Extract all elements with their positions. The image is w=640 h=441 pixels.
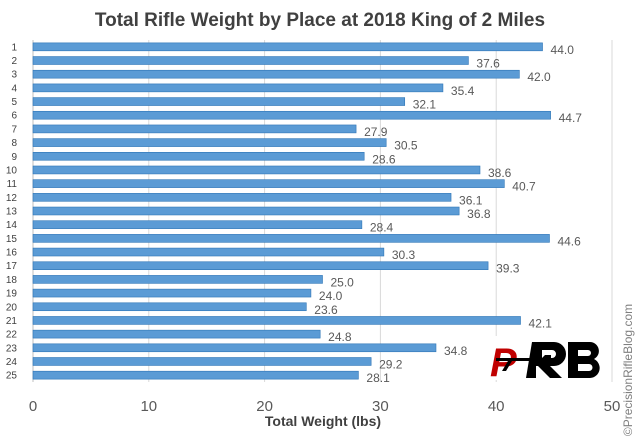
data-label: 24.8 — [328, 330, 352, 344]
bar — [32, 343, 437, 353]
prb-logo: P — [488, 336, 610, 385]
data-label: 44.6 — [557, 234, 581, 248]
data-label: 28.6 — [372, 152, 396, 166]
category-label: 18 — [6, 275, 18, 286]
x-tick-label: 30 — [372, 398, 389, 415]
data-label: 40.7 — [512, 180, 536, 194]
x-tick-label: 50 — [604, 398, 621, 415]
category-label: 12 — [6, 193, 18, 204]
bar — [32, 97, 406, 106]
bar — [32, 288, 312, 298]
category-label: 21 — [6, 316, 18, 327]
x-tick-label: 20 — [256, 398, 273, 415]
bar — [32, 165, 481, 175]
data-label: 34.8 — [444, 344, 468, 358]
x-tick-label: 40 — [488, 398, 505, 415]
category-label: 14 — [6, 220, 18, 231]
data-label: 36.8 — [467, 207, 491, 221]
bar — [32, 193, 452, 202]
bar — [32, 56, 469, 65]
bar — [32, 261, 489, 270]
data-label: 25.0 — [331, 275, 355, 289]
data-label: 32.1 — [413, 98, 437, 112]
data-label: 30.3 — [392, 248, 416, 262]
x-tick-labels: 0 10 20 30 40 50 — [29, 398, 621, 415]
bar — [32, 370, 359, 380]
data-labels: 44.0 37.6 42.0 35.4 32.1 44.7 27.9 30.528.6 38.6… — [314, 43, 582, 385]
bar — [32, 152, 365, 161]
bar — [32, 357, 372, 366]
bar — [32, 124, 357, 134]
bar — [32, 275, 323, 284]
watermark: ©PrecisionRifleBlog.com — [621, 304, 635, 436]
category-label: 15 — [6, 234, 18, 245]
data-label: 29.2 — [379, 357, 403, 371]
category-label: 16 — [6, 248, 18, 259]
category-label: 11 — [7, 179, 18, 190]
category-label: 20 — [6, 302, 18, 313]
chart-title: Total Rifle Weight by Place at 2018 King… — [95, 10, 545, 31]
bar — [32, 329, 321, 339]
data-label: 27.9 — [364, 125, 388, 139]
category-label: 5 — [11, 97, 17, 108]
data-label: 37.6 — [476, 57, 500, 71]
data-label: 24.0 — [319, 289, 343, 303]
category-label: 10 — [6, 165, 18, 176]
category-labels: 1234567891011121314151617181920212223242… — [6, 42, 18, 381]
data-label: 44.7 — [559, 111, 583, 125]
category-label: 24 — [6, 357, 18, 368]
data-label: 28.4 — [370, 221, 394, 235]
category-label: 9 — [11, 152, 17, 163]
data-label: 23.6 — [314, 303, 338, 317]
bar — [32, 69, 520, 79]
data-label: 35.4 — [451, 84, 475, 98]
bar — [32, 316, 521, 325]
svg-text:P: P — [490, 341, 517, 385]
category-label: 23 — [6, 343, 18, 354]
bar — [32, 220, 363, 229]
category-label: 7 — [11, 124, 17, 135]
bar — [32, 247, 385, 257]
category-label: 1 — [11, 42, 17, 53]
bar — [32, 42, 543, 52]
data-label: 28.1 — [366, 371, 390, 385]
bar — [32, 302, 307, 312]
category-label: 6 — [11, 111, 17, 122]
data-label: 30.5 — [394, 139, 418, 153]
x-axis-title: Total Weight (lbs) — [265, 413, 381, 429]
data-label: 44.0 — [551, 43, 575, 57]
data-label: 39.3 — [496, 262, 520, 276]
data-label: 42.0 — [527, 70, 551, 84]
category-label: 19 — [6, 289, 18, 300]
bar — [32, 179, 505, 188]
category-label: 17 — [6, 261, 18, 272]
category-label: 22 — [6, 330, 18, 341]
category-label: 3 — [11, 70, 17, 81]
data-label: 38.6 — [488, 166, 512, 180]
x-tick-label: 0 — [29, 398, 37, 415]
category-label: 13 — [6, 207, 18, 218]
x-tick-label: 10 — [140, 398, 157, 415]
category-label: 25 — [6, 371, 18, 382]
bar — [32, 138, 387, 147]
bars — [32, 42, 551, 380]
bar — [32, 206, 460, 216]
category-label: 4 — [11, 83, 17, 94]
bar — [32, 234, 550, 243]
category-label: 2 — [11, 56, 17, 67]
data-label: 36.1 — [459, 193, 483, 207]
bar — [32, 110, 551, 120]
bar — [32, 83, 444, 93]
data-label: 42.1 — [529, 316, 553, 330]
category-label: 8 — [11, 138, 17, 149]
